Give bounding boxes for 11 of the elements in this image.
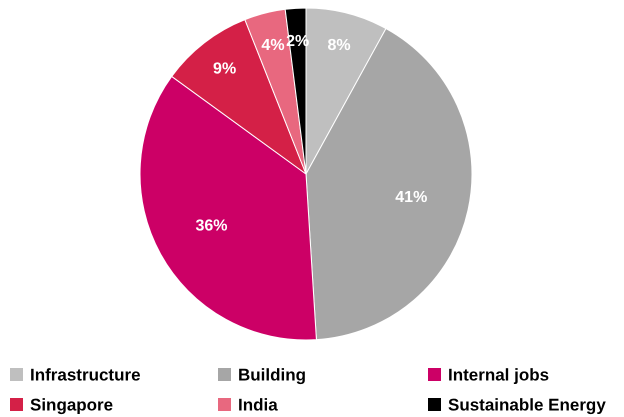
legend-label: Infrastructure xyxy=(30,366,141,384)
legend-label: India xyxy=(238,396,278,414)
data-label: 9% xyxy=(213,60,236,78)
legend-label: Internal jobs xyxy=(448,366,550,384)
legend-label: Building xyxy=(238,366,306,384)
data-label: 36% xyxy=(195,217,228,234)
legend-label: Sustainable Energy xyxy=(448,396,606,414)
legend-label: Singapore xyxy=(30,396,114,414)
data-label: 4% xyxy=(261,36,285,54)
data-label: 41% xyxy=(395,189,428,206)
data-label: 8% xyxy=(327,36,351,54)
